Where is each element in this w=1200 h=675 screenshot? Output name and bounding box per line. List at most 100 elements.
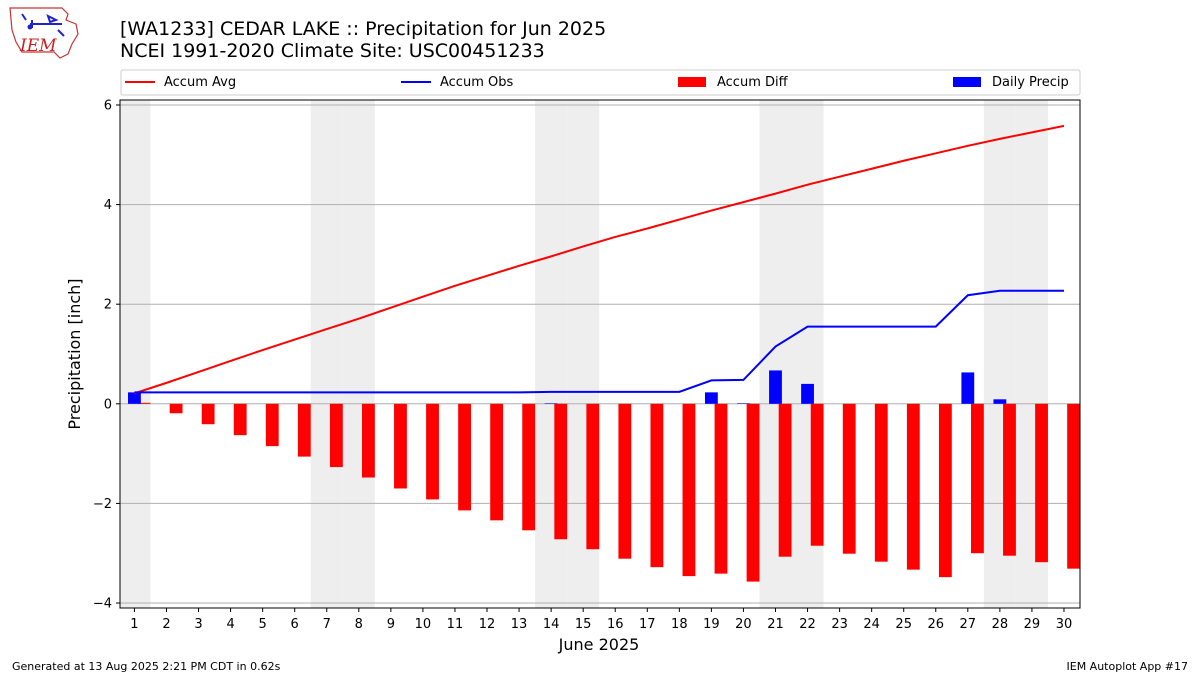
- legend-box: [120, 69, 1081, 96]
- accum-diff-bar: [682, 403, 696, 577]
- accum-diff-bar: [522, 403, 536, 531]
- y-tick-label: −2: [93, 497, 112, 512]
- y-tick-label: −4: [93, 597, 112, 612]
- x-tick-label: 7: [323, 617, 331, 632]
- accum-diff-bar: [458, 403, 471, 511]
- legend-accum-avg-label: Accum Avg: [164, 75, 236, 90]
- x-tick-label: 5: [258, 617, 266, 632]
- x-tick-label: 17: [639, 617, 656, 632]
- accum-diff-bar: [201, 403, 215, 425]
- accum-diff-bar: [714, 403, 728, 574]
- x-tick-label: 6: [291, 617, 299, 632]
- daily-precip-bar: [128, 392, 141, 404]
- accum-diff-bar: [1003, 403, 1016, 556]
- chart-title: [WA1233] CEDAR LAKE :: Precipitation for…: [120, 18, 606, 40]
- accum-diff-bar: [842, 403, 856, 554]
- daily-precip-bar: [801, 383, 814, 404]
- plot-frame: [119, 99, 1081, 609]
- chart-subtitle: NCEI 1991-2020 Climate Site: USC00451233: [120, 40, 545, 62]
- x-tick-label: 12: [479, 617, 496, 632]
- legend-daily-precip-label: Daily Precip: [992, 75, 1069, 90]
- x-tick-label: 8: [355, 617, 363, 632]
- y-tick-label: 4: [104, 198, 112, 213]
- lines: [134, 124, 1065, 395]
- x-tick-label: 16: [607, 617, 624, 632]
- bars: [128, 370, 1080, 582]
- accum-diff-bar: [778, 403, 792, 557]
- daily-precip-bar: [993, 399, 1007, 404]
- x-tick-label: 24: [863, 617, 880, 632]
- footer-app: IEM Autoplot App #17: [1067, 660, 1189, 673]
- x-tick-label: 11: [447, 617, 464, 632]
- x-tick-label: 30: [1056, 617, 1073, 632]
- x-tick-label: 25: [895, 617, 912, 632]
- x-tick-label: 28: [992, 617, 1009, 632]
- accum-obs-line: [134, 289, 1064, 394]
- y-tick-label: 0: [104, 397, 112, 412]
- legend-accum-diff-swatch: [678, 77, 706, 87]
- weekend-shade-band: [310, 100, 343, 608]
- accum-diff-bar: [233, 403, 247, 436]
- accum-diff-bar: [329, 403, 343, 468]
- daily-precip-bar: [961, 372, 975, 404]
- gridlines: [120, 104, 1080, 604]
- footer-generated: Generated at 13 Aug 2025 2:21 PM CDT in …: [12, 660, 281, 673]
- legend-accum-diff-label: Accum Diff: [717, 75, 789, 90]
- x-tick-label: 23: [831, 617, 848, 632]
- x-tick-label: 19: [703, 617, 720, 632]
- accum-diff-bar: [426, 403, 439, 500]
- accum-diff-bar: [746, 403, 760, 582]
- x-axis-label: June 2025: [558, 635, 640, 654]
- accum-diff-bar: [618, 403, 632, 559]
- x-tick-label: 4: [226, 617, 234, 632]
- accum-diff-bar: [297, 403, 311, 457]
- x-tick-label: 18: [671, 617, 688, 632]
- daily-precip-bar: [769, 370, 782, 404]
- x-tick-label: 3: [194, 617, 202, 632]
- weekend-shade-band: [342, 100, 375, 608]
- accum-diff-bar: [394, 403, 407, 489]
- legend-daily-precip-swatch: [953, 77, 981, 87]
- x-tick-label: 29: [1024, 617, 1041, 632]
- accum-diff-bar: [265, 403, 279, 447]
- legend: Accum Avg Accum Obs Accum Diff Daily Pre…: [120, 69, 1081, 96]
- x-tick-label: 13: [511, 617, 528, 632]
- accum-diff-bar: [906, 403, 920, 570]
- y-tick-label: 2: [104, 298, 112, 313]
- accum-diff-bar: [874, 403, 888, 562]
- x-tick-label: 10: [415, 617, 432, 632]
- accum-diff-bar: [938, 403, 952, 578]
- accum-diff-bar: [650, 403, 664, 568]
- accum-diff-bar: [137, 402, 151, 404]
- accum-diff-bar: [1067, 403, 1080, 569]
- x-tick-label: 20: [735, 617, 752, 632]
- accum-diff-bar: [810, 403, 824, 546]
- x-tick-label: 21: [767, 617, 784, 632]
- y-axis-label: Precipitation [inch]: [65, 278, 84, 429]
- x-tick-label: 2: [162, 617, 170, 632]
- iowa-outline-icon: [9, 7, 79, 59]
- station-dot-icon: [27, 24, 33, 30]
- weekend-shade-band: [120, 100, 151, 608]
- x-tick-label: 26: [927, 617, 944, 632]
- legend-accum-obs-label: Accum Obs: [440, 75, 513, 90]
- accum-diff-bar: [362, 403, 375, 478]
- accum-avg-line: [134, 124, 1065, 395]
- weather-symbols-icon: [21, 13, 65, 37]
- accum-diff-bar: [554, 403, 568, 540]
- x-tick-label: 1: [130, 617, 138, 632]
- daily-precip-bar: [704, 392, 718, 404]
- accum-diff-bar: [490, 403, 504, 521]
- iem-logo: IEM: [9, 7, 79, 59]
- x-tick-label: 14: [543, 617, 560, 632]
- x-tick-label: 22: [799, 617, 816, 632]
- logo-text: IEM: [19, 36, 57, 56]
- weekend-shading: [120, 100, 1048, 608]
- y-tick-label: 6: [104, 98, 112, 113]
- accum-diff-bar: [971, 403, 984, 554]
- y-ticks: −4 −2 0 2 4 6: [93, 98, 120, 612]
- accum-diff-bar: [169, 403, 183, 414]
- x-tick-label: 9: [387, 617, 395, 632]
- accum-diff-bar: [1035, 403, 1048, 563]
